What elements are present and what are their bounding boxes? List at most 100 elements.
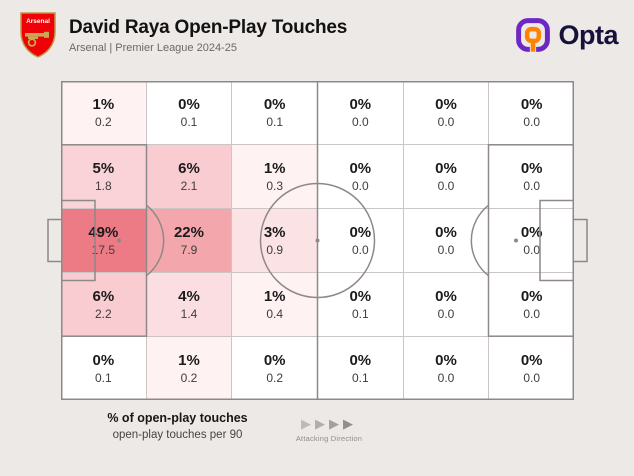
heat-cell-r4-c5: 0% 0.0 [403, 273, 489, 336]
cell-percentage: 0% [92, 352, 115, 369]
cell-percentage: 1% [92, 96, 115, 113]
cell-percentage: 0% [520, 96, 543, 113]
heat-cell-r3-c2: 22% 7.9 [146, 209, 232, 272]
heat-cell-r3-c4: 0% 0.0 [317, 209, 403, 272]
cell-percentage: 0% [520, 352, 543, 369]
cell-per90-value: 0.0 [437, 243, 455, 257]
page-subtitle: Arsenal | Premier League 2024-25 [69, 41, 237, 54]
cell-percentage: 0% [435, 352, 457, 369]
opta-brand: Opta [515, 17, 618, 53]
title-block: David Raya Open-Play Touches Arsenal | P… [69, 17, 347, 54]
arsenal-crest-icon: Arsenal [20, 12, 56, 58]
cell-percentage: 0% [349, 96, 372, 113]
cell-per90-value: 0.1 [351, 307, 369, 321]
legend-primary-label: % of open-play touches [107, 411, 248, 425]
heat-cell-r4-c3: 1% 0.4 [232, 273, 317, 336]
heat-cell-r1-c3: 0% 0.1 [232, 81, 317, 144]
cell-per90-value: 0.9 [266, 243, 283, 257]
cell-per90-value: 0.0 [437, 307, 455, 321]
heat-cell-r1-c2: 0% 0.1 [146, 81, 232, 144]
cell-per90-value: 0.0 [523, 115, 540, 129]
heat-cell-r1-c6: 0% 0.0 [489, 81, 574, 144]
arrow-right-icon: ▶ [301, 416, 315, 431]
cell-per90-value: 0.2 [94, 115, 112, 129]
heat-cell-r3-c6: 0% 0.0 [489, 209, 574, 272]
cell-percentage: 0% [435, 160, 457, 177]
cell-per90-value: 0.0 [523, 179, 540, 193]
cell-percentage: 0% [349, 224, 372, 241]
heat-cell-r5-c6: 0% 0.0 [489, 337, 574, 400]
cell-percentage: 6% [178, 160, 200, 177]
cell-per90-value: 2.1 [180, 179, 198, 193]
heat-cell-r2-c1: 5% 1.8 [61, 145, 146, 208]
brand-wordmark: Opta [558, 19, 618, 50]
heat-cell-r5-c1: 0% 0.1 [61, 337, 146, 400]
heat-cell-r2-c5: 0% 0.0 [403, 145, 489, 208]
cell-per90-value: 0.0 [351, 243, 369, 257]
cell-percentage: 0% [435, 224, 457, 241]
cell-per90-value: 0.0 [351, 179, 369, 193]
heat-cell-r4-c2: 4% 1.4 [146, 273, 232, 336]
cell-percentage: 0% [435, 288, 457, 305]
heat-cell-r3-c3: 3% 0.9 [232, 209, 317, 272]
heat-cell-r3-c5: 0% 0.0 [403, 209, 489, 272]
cell-percentage: 5% [92, 160, 115, 177]
heat-cell-r1-c1: 1% 0.2 [61, 81, 146, 144]
cell-percentage: 49% [88, 224, 119, 241]
cell-per90-value: 0.4 [266, 307, 283, 321]
cell-per90-value: 0.0 [437, 179, 455, 193]
legend: % of open-play touches open-play touches… [55, 411, 300, 441]
heat-cell-r2-c6: 0% 0.0 [489, 145, 574, 208]
heat-cell-r5-c4: 0% 0.1 [317, 337, 403, 400]
heat-cell-r1-c5: 0% 0.0 [403, 81, 489, 144]
cell-per90-value: 0.2 [266, 371, 283, 385]
heat-cell-r2-c2: 6% 2.1 [146, 145, 232, 208]
cell-per90-value: 0.1 [351, 371, 369, 385]
pitch: 1% 0.2 0% 0.1 0% 0.1 0% 0.0 0% 0.0 0% 0.0 5% 1.8 6% 2.1… [47, 81, 588, 400]
heat-cell-r3-c1: 49% 17.5 [61, 209, 146, 272]
page-title: David Raya Open-Play Touches [69, 16, 348, 38]
cell-percentage: 0% [520, 160, 543, 177]
cell-percentage: 3% [263, 224, 286, 241]
heat-cell-r5-c2: 1% 0.2 [146, 337, 232, 400]
cell-percentage: 0% [263, 352, 286, 369]
heat-grid: 1% 0.2 0% 0.1 0% 0.1 0% 0.0 0% 0.0 0% 0.0 5% 1.8 6% 2.1… [61, 81, 574, 400]
attacking-direction-label: Attacking Direction [295, 434, 363, 443]
cell-percentage: 4% [178, 288, 200, 305]
cell-percentage: 0% [349, 352, 372, 369]
cell-per90-value: 0.3 [266, 179, 283, 193]
cell-percentage: 0% [349, 160, 372, 177]
arrow-right-icon: ▶ [329, 416, 343, 431]
cell-percentage: 0% [435, 96, 457, 113]
heat-cell-r2-c3: 1% 0.3 [232, 145, 317, 208]
heat-cell-r5-c3: 0% 0.2 [232, 337, 317, 400]
attacking-direction-arrows-icon: ▶▶▶▶ [281, 417, 377, 430]
cell-percentage: 0% [178, 96, 200, 113]
cell-per90-value: 0.2 [180, 371, 198, 385]
legend-secondary-label: open-play touches per 90 [112, 429, 243, 441]
attacking-direction: ▶▶▶▶ Attacking Direction [281, 417, 377, 443]
cell-percentage: 6% [92, 288, 115, 305]
heat-cell-r4-c1: 6% 2.2 [61, 273, 146, 336]
right-goal [572, 218, 588, 263]
heat-cell-r4-c4: 0% 0.1 [317, 273, 403, 336]
cell-per90-value: 0.1 [94, 371, 112, 385]
heat-cell-r4-c6: 0% 0.0 [489, 273, 574, 336]
cell-per90-value: 0.0 [437, 115, 455, 129]
cell-per90-value: 0.0 [351, 115, 369, 129]
heat-cell-r5-c5: 0% 0.0 [403, 337, 489, 400]
cell-per90-value: 0.0 [523, 243, 540, 257]
cell-percentage: 0% [520, 224, 543, 241]
cell-percentage: 1% [263, 288, 286, 305]
cell-percentage: 22% [173, 224, 204, 241]
heat-cell-r2-c4: 0% 0.0 [317, 145, 403, 208]
crest-text: Arsenal [26, 18, 50, 25]
opta-logo-icon [516, 18, 551, 53]
cell-percentage: 0% [520, 288, 543, 305]
cell-per90-value: 17.5 [91, 243, 115, 257]
cell-percentage: 0% [263, 96, 286, 113]
arrow-right-icon: ▶ [315, 416, 329, 431]
cell-per90-value: 0.0 [523, 307, 540, 321]
cell-percentage: 1% [178, 352, 200, 369]
